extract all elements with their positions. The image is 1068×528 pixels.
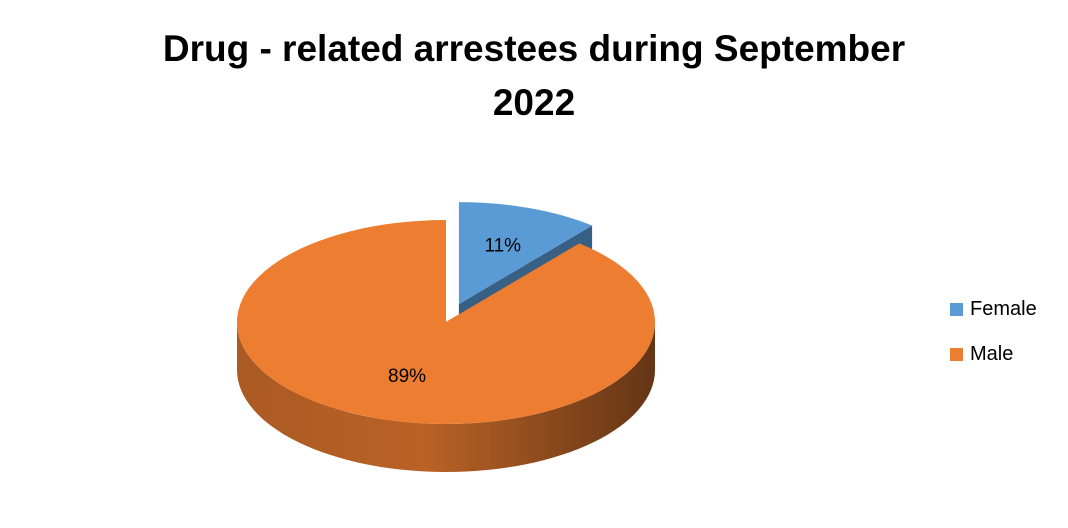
legend-label-male: Male [970,342,1014,365]
pie-slice-male [236,220,655,472]
legend-item-male: Male [950,342,1037,366]
legend-item-female: Female [950,297,1037,321]
legend-label-female: Female [970,297,1037,320]
chart-title: Drug - related arrestees during Septembe… [162,28,906,123]
pie-slice-male-top [236,220,655,425]
pie-slice-female-top [458,202,593,305]
legend-swatch-male [950,347,963,361]
data-label-female: 11% [484,236,521,257]
legend-swatch-female [950,302,963,316]
data-label-male: 89% [388,366,426,387]
pie-slice-male-side [237,322,655,472]
legend: Female Male [950,297,1037,387]
chart-title-container: Drug - related arrestees during Septembe… [0,22,1068,130]
